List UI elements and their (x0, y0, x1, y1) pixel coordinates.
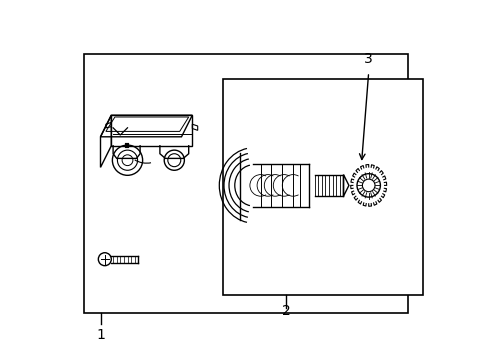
Text: 1: 1 (96, 328, 105, 342)
Text: 3: 3 (364, 53, 372, 66)
Bar (223, 79, 422, 295)
Bar (84, 54, 407, 313)
Text: 2: 2 (281, 305, 290, 318)
